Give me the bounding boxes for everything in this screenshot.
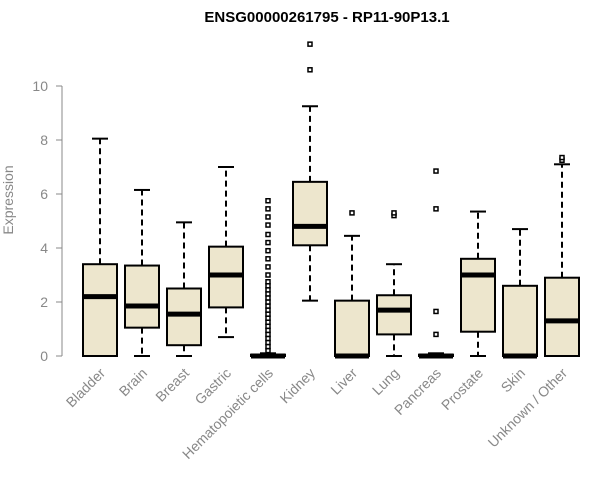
outlier-point <box>307 67 313 73</box>
y-axis-label: Expression <box>0 165 16 234</box>
box-group <box>208 166 244 339</box>
x-tick-label: Breast <box>152 365 192 405</box>
x-tick-label: Pancreas <box>391 365 444 418</box>
outlier-point <box>391 210 397 216</box>
box-group <box>544 154 580 358</box>
x-tick-label: Liver <box>327 365 360 398</box>
y-tick-label: 10 <box>32 78 48 94</box>
y-tick-label: 8 <box>40 132 48 148</box>
x-tick-label: Unknown / Other <box>485 365 571 451</box>
box-group <box>460 210 496 357</box>
outlier-point <box>559 154 565 161</box>
x-tick-label: Prostate <box>438 365 486 413</box>
x-tick-label: Lung <box>369 365 402 398</box>
box-group <box>502 228 538 359</box>
y-tick-label: 4 <box>40 240 48 256</box>
box-group <box>292 41 328 302</box>
outlier-point <box>265 279 271 285</box>
outlier-point <box>433 168 439 174</box>
outlier-point <box>265 247 271 254</box>
box-group <box>418 168 454 359</box>
box-iqr <box>376 294 412 336</box>
y-axis: 0 2 4 6 8 10 <box>32 78 63 364</box>
outlier-point <box>265 264 271 270</box>
box-group <box>376 210 412 357</box>
outlier-point <box>265 256 271 262</box>
box-iqr <box>502 284 538 357</box>
box-iqr <box>292 180 328 247</box>
outlier-point <box>265 272 271 278</box>
box-iqr <box>544 276 580 358</box>
box-group <box>250 198 286 359</box>
outlier-point <box>349 210 355 216</box>
outlier-point <box>265 214 271 220</box>
outlier-point <box>433 331 439 338</box>
box-group <box>334 210 370 359</box>
y-tick-label: 6 <box>40 186 48 202</box>
y-tick-label: 0 <box>40 348 48 364</box>
chart-title: ENSG00000261795 - RP11-90P13.1 <box>204 9 449 26</box>
box-iqr <box>460 257 496 333</box>
box-group <box>82 137 118 358</box>
x-tick-label: Kidney <box>277 365 319 407</box>
box-iqr <box>166 287 202 347</box>
box-iqr <box>82 263 118 358</box>
outlier-point <box>265 231 271 238</box>
outlier-point <box>433 206 439 212</box>
box-group <box>166 221 202 357</box>
outlier-point <box>265 239 271 246</box>
x-tick-label: Bladder <box>63 365 109 411</box>
x-tick-label: Skin <box>498 365 529 396</box>
outlier-point <box>307 41 313 47</box>
outlier-point <box>265 222 271 228</box>
x-tick-label: Brain <box>116 365 150 399</box>
box-iqr <box>334 299 370 357</box>
boxes-group <box>82 41 580 359</box>
outlier-point <box>433 308 439 315</box>
box-iqr <box>124 264 160 329</box>
outlier-point <box>265 206 271 212</box>
outlier-point <box>265 198 271 204</box>
y-tick-label: 2 <box>40 294 48 310</box>
box-group <box>124 188 160 357</box>
